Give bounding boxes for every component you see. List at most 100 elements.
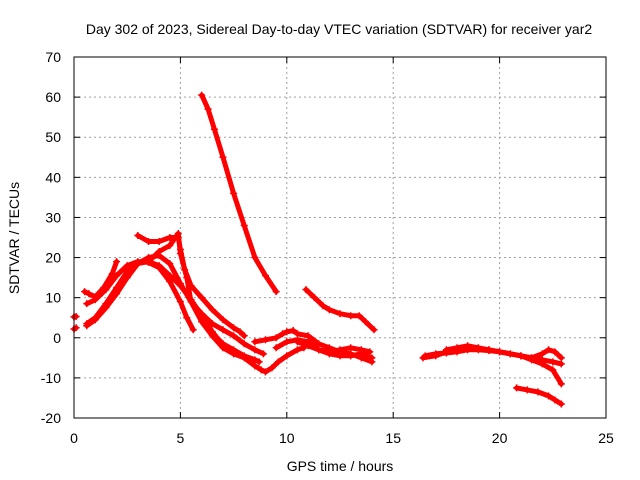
data-point (113, 258, 121, 266)
data-series-track-17 (513, 384, 565, 408)
x-tick-label: 15 (385, 430, 401, 446)
y-tick-label: 10 (45, 290, 61, 306)
data-point (325, 348, 333, 356)
data-point (91, 296, 99, 304)
data-point (198, 318, 206, 326)
data-point (155, 238, 163, 246)
series-trace (146, 231, 307, 375)
data-point (557, 360, 565, 368)
data-series-track-8 (144, 229, 308, 376)
data-point (257, 366, 265, 374)
data-point (523, 386, 531, 394)
data-point (208, 320, 216, 328)
data-point (230, 324, 238, 332)
data-point (347, 344, 355, 352)
data-point (83, 300, 91, 308)
data-point (262, 336, 270, 344)
x-tick-label: 0 (70, 430, 78, 446)
data-point (528, 354, 536, 362)
data-point (366, 348, 374, 356)
data-point (545, 346, 553, 354)
data-point (204, 105, 212, 113)
data-point (85, 290, 93, 298)
data-point (272, 344, 280, 352)
plot-area (70, 91, 565, 408)
data-point (183, 314, 191, 322)
data-point (262, 272, 270, 280)
data-point (496, 348, 504, 356)
plot-frame (73, 56, 607, 419)
data-point (442, 346, 450, 354)
data-point (144, 238, 152, 246)
data-point (293, 346, 301, 354)
data-point (319, 302, 327, 310)
data-point (236, 328, 244, 336)
x-tick-label: 25 (598, 430, 614, 446)
y-tick-label: 70 (45, 49, 61, 65)
data-point (293, 338, 301, 346)
data-point (315, 340, 323, 348)
data-point (293, 330, 301, 338)
data-point (517, 352, 525, 360)
data-point (464, 342, 472, 350)
x-tick-label: 10 (279, 430, 295, 446)
data-point (251, 346, 259, 354)
data-series-track-1 (70, 313, 80, 321)
data-point (453, 344, 461, 352)
data-series-track-2 (70, 324, 80, 333)
data-point (549, 358, 557, 366)
data-series-track-12 (293, 338, 374, 356)
data-point (251, 338, 259, 346)
y-tick-label: 50 (45, 129, 61, 145)
data-point (325, 306, 333, 314)
data-point (166, 260, 174, 268)
data-point (355, 312, 363, 320)
data-point (432, 350, 440, 358)
data-point (268, 364, 276, 372)
data-point (230, 350, 238, 358)
y-axis-label: SDTVAR / TECUs (6, 182, 22, 294)
y-tick-label: 0 (53, 330, 61, 346)
data-point (210, 125, 218, 133)
data-point (240, 332, 248, 340)
data-point (230, 189, 238, 197)
data-point (240, 354, 248, 362)
data-point (538, 360, 546, 368)
data-point (274, 358, 282, 366)
data-point (198, 91, 206, 99)
data-point (368, 354, 376, 362)
x-tick-label: 5 (177, 430, 185, 446)
data-point (91, 314, 99, 322)
x-tick-label: 20 (492, 430, 508, 446)
data-point (283, 328, 291, 336)
data-series-track-4 (83, 258, 197, 334)
data-point (336, 352, 344, 360)
data-point (283, 352, 291, 360)
data-point (166, 234, 174, 241)
data-point (551, 348, 559, 356)
data-point (166, 272, 174, 280)
data-point (336, 346, 344, 354)
data-point (513, 384, 521, 392)
data-point (259, 350, 267, 358)
data-point (370, 326, 378, 334)
data-point (155, 262, 163, 270)
data-point (538, 350, 546, 358)
data-point (123, 268, 131, 276)
data-point (557, 400, 565, 408)
data-point (134, 260, 142, 268)
y-tick-label: -10 (41, 370, 61, 386)
data-point (304, 342, 312, 350)
data-point (336, 310, 344, 318)
series-trace (84, 259, 196, 333)
data-point (108, 270, 116, 278)
data-point (506, 350, 514, 358)
data-point (208, 306, 216, 314)
data-point (485, 346, 493, 354)
data-point (557, 380, 565, 388)
data-series-track-13 (302, 286, 378, 334)
data-point (310, 294, 318, 302)
data-point (240, 221, 248, 229)
data-point (189, 326, 197, 334)
